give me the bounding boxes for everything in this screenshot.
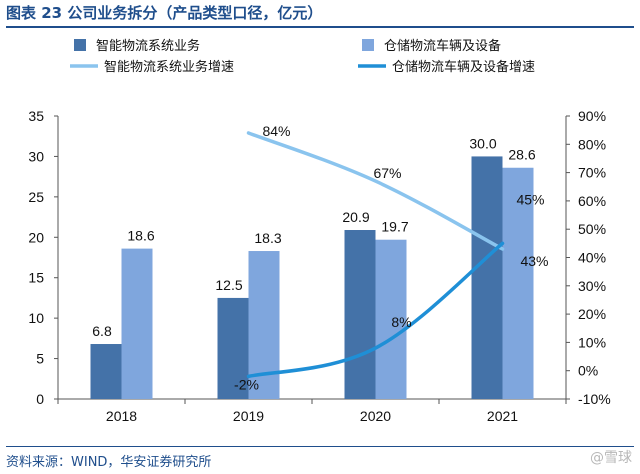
line-1 <box>246 131 505 251</box>
y-right-tick-label: 10% <box>578 334 606 350</box>
line-1-data-label: 43% <box>520 253 548 269</box>
line-1-data-label: 84% <box>262 123 290 139</box>
y-right-tick-label: 40% <box>578 250 606 266</box>
bar-2-data-label: 19.7 <box>381 219 408 235</box>
y-right-tick-label: 80% <box>578 136 606 152</box>
watermark: @雪球 <box>590 450 632 466</box>
figure-title: 图表 23 公司业务拆分（产品类型口径，亿元） <box>6 4 323 22</box>
y-left-tick-label: 35 <box>28 108 44 124</box>
y-left-tick-label: 25 <box>28 189 44 205</box>
line-2-data-label: 45% <box>516 191 544 207</box>
line-2-data-label: -2% <box>234 376 259 392</box>
y-right-tick-label: 0% <box>578 363 598 379</box>
x-tick-label: 2018 <box>106 408 137 424</box>
y-right-tick-label: 70% <box>578 165 606 181</box>
y-right-tick-label: -10% <box>578 391 611 407</box>
bar-2-data-label: 18.3 <box>254 230 281 246</box>
bar-2-data-label: 18.6 <box>127 228 154 244</box>
legend-swatch <box>362 39 374 51</box>
y-left-tick-label: 5 <box>36 351 44 367</box>
bar-1-data-label: 30.0 <box>469 135 496 151</box>
bar-1-data-label: 20.9 <box>342 209 369 225</box>
bar-2 <box>121 248 153 399</box>
y-right-tick-label: 20% <box>578 306 606 322</box>
y-right-tick-label: 30% <box>578 278 606 294</box>
bar-1 <box>217 297 249 399</box>
bar-1-data-label: 12.5 <box>215 277 242 293</box>
y-left-tick-label: 0 <box>36 391 44 407</box>
bar-1 <box>90 344 122 399</box>
line-2 <box>246 241 505 379</box>
y-left-tick-label: 15 <box>28 270 44 286</box>
bar-1 <box>471 156 503 399</box>
x-tick-label: 2019 <box>233 408 264 424</box>
bar-2-data-label: 28.6 <box>508 147 535 163</box>
y-right-tick-label: 50% <box>578 221 606 237</box>
title-rule <box>6 26 634 28</box>
legend-swatch <box>74 39 86 51</box>
bar-1 <box>344 230 376 399</box>
line-2-data-label: 8% <box>391 314 411 330</box>
bar-2 <box>375 239 407 399</box>
legend-label: 智能物流系统业务增速 <box>104 59 234 74</box>
bottom-rule <box>6 446 634 447</box>
source-note: 资料来源：WIND，华安证券研究所 <box>6 455 212 470</box>
legend-label: 智能物流系统业务 <box>96 38 200 53</box>
y-left-tick-label: 10 <box>28 310 44 326</box>
y-right-tick-label: 60% <box>578 193 606 209</box>
bar-1-data-label: 6.8 <box>92 323 112 339</box>
bar-2 <box>502 167 534 399</box>
x-tick-label: 2021 <box>487 408 518 424</box>
y-left-tick-label: 20 <box>28 229 44 245</box>
x-tick-label: 2020 <box>360 408 391 424</box>
y-right-tick-label: 90% <box>578 108 606 124</box>
line-1-data-label: 67% <box>373 165 401 181</box>
legend-label: 仓储物流车辆及设备增速 <box>392 59 535 74</box>
legend-label: 仓储物流车辆及设备 <box>384 38 501 53</box>
y-left-tick-label: 30 <box>28 148 44 164</box>
